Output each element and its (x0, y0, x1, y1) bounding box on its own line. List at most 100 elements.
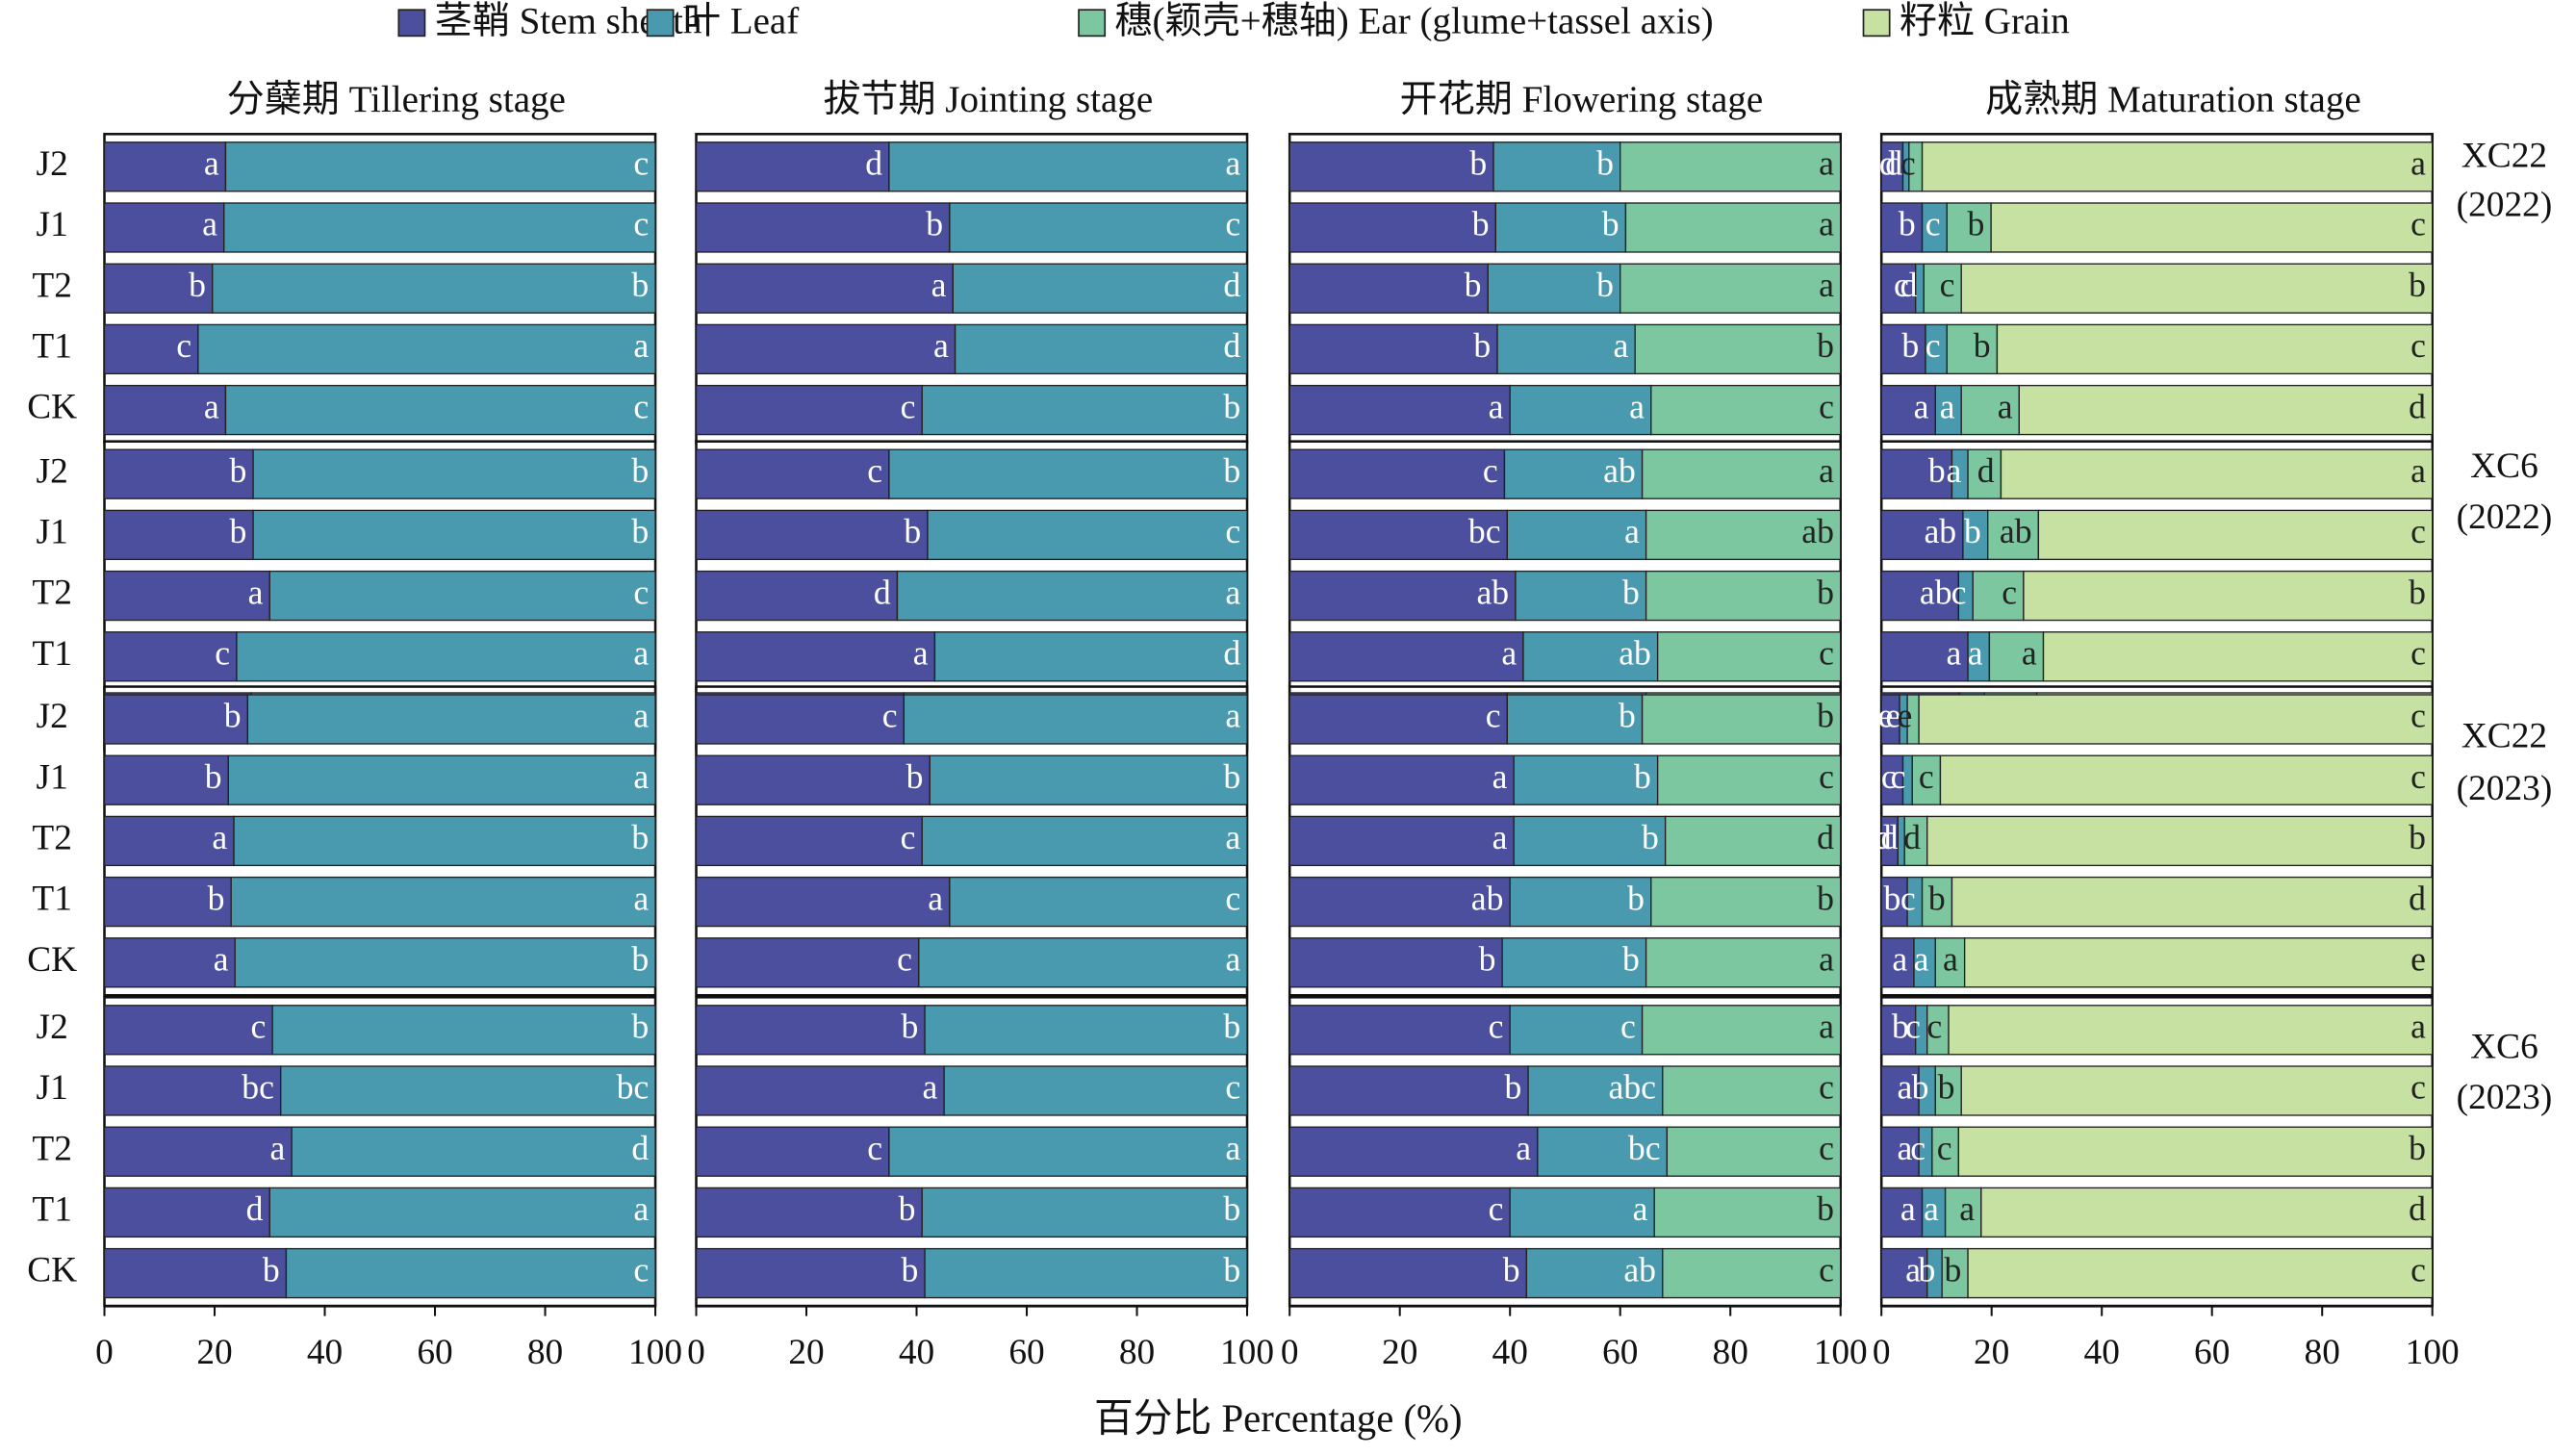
significance-letter: a (270, 1129, 286, 1167)
bar-segment (1494, 202, 1627, 253)
row-label: T2 (32, 266, 72, 305)
significance-letter: a (633, 697, 649, 735)
x-tick-label: 80 (527, 1333, 563, 1372)
significance-letter: a (633, 757, 649, 796)
significance-letter: a (2022, 633, 2037, 672)
row-label: J2 (37, 697, 68, 736)
significance-letter: a (1492, 757, 1508, 796)
significance-letter: a (212, 818, 227, 856)
bar-segment (695, 202, 951, 253)
row-label: T1 (32, 880, 72, 919)
bar-segment (1880, 1005, 1917, 1056)
significance-letter: c (1489, 1007, 1504, 1045)
significance-letter: b (1883, 879, 1900, 917)
significance-letter: ab (1801, 512, 1834, 550)
bar-segment (1506, 694, 1644, 745)
bar-segment (954, 323, 1248, 375)
bar-segment (1880, 1126, 1920, 1177)
significance-letter: b (1928, 451, 1946, 490)
significance-letter: b (2409, 818, 2426, 856)
significance-letter: b (631, 818, 649, 856)
significance-letter: e (2410, 939, 2426, 978)
bar-segment (1288, 384, 1511, 436)
significance-letter: c (867, 1129, 882, 1167)
bar-segment (1288, 141, 1494, 192)
bar-segment (103, 448, 254, 499)
bar-segment (1946, 323, 1999, 375)
bar-segment (1513, 754, 1659, 805)
bar-segment (2042, 631, 2434, 682)
legend-swatch (1862, 9, 1891, 38)
significance-letter: c (1819, 633, 1834, 672)
significance-letter: d (2409, 387, 2426, 425)
bar-segment (695, 876, 951, 928)
significance-letter: b (926, 205, 943, 243)
bar-segment (252, 448, 656, 499)
bar-segment (1931, 1126, 1960, 1177)
bar-segment (1662, 1247, 1842, 1299)
significance-letter: bc (1468, 512, 1501, 550)
significance-letter: b (208, 879, 225, 917)
bar-segment (1650, 876, 1842, 928)
significance-letter: a (1924, 1189, 1939, 1228)
x-axis-label: 百分比 Percentage (%) (1094, 1396, 1463, 1440)
bar-segment (291, 1126, 656, 1177)
significance-letter: c (2410, 1068, 2426, 1107)
bar-segment (103, 1187, 270, 1238)
x-tick-label: 20 (788, 1333, 824, 1372)
significance-letter: a (1819, 1007, 1834, 1045)
significance-letter: c (2410, 697, 2426, 735)
significance-letter: c (633, 1250, 649, 1289)
significance-letter: a (202, 205, 217, 243)
significance-letter: c (867, 451, 882, 490)
significance-letter: a (204, 387, 219, 425)
bar-segment (1911, 754, 1942, 805)
row-label: T2 (32, 1129, 72, 1168)
significance-letter: a (1900, 1189, 1916, 1228)
significance-letter: b (1223, 757, 1240, 796)
bar-segment (252, 509, 656, 561)
bar-segment (888, 141, 1248, 192)
x-tick-label: 100 (2406, 1333, 2460, 1372)
significance-letter: c (1926, 1007, 1942, 1045)
bar-segment (1972, 570, 2025, 622)
significance-letter: c (1919, 757, 1934, 796)
bar-segment (1960, 1065, 2434, 1116)
significance-letter: d (631, 1129, 649, 1167)
bar-segment (103, 263, 214, 314)
x-tick-label: 100 (628, 1333, 682, 1372)
group-year: (2022) (2457, 498, 2553, 537)
significance-letter: a (1819, 451, 1834, 490)
significance-letter: a (1968, 633, 1983, 672)
x-tick-label: 0 (1873, 1333, 1891, 1372)
panel-title: 开花期 Flowering stage (1400, 79, 1764, 120)
significance-letter: c (1891, 757, 1906, 796)
bar-segment (1641, 448, 1842, 499)
significance-letter: c (215, 633, 230, 672)
significance-letter: b (631, 266, 649, 304)
bar-segment (103, 937, 236, 988)
bar-segment (1921, 202, 1949, 253)
row-label: T1 (32, 326, 72, 366)
legend-label: 穗(颖壳+穗轴) Ear (glume+tassel axis) (1114, 0, 1713, 41)
significance-letter: c (1937, 1129, 1952, 1167)
significance-letter: a (931, 266, 947, 304)
bar-segment (1288, 1005, 1511, 1056)
panel-title: 成熟期 Maturation stage (1985, 79, 2361, 120)
bar-segment (1650, 384, 1842, 436)
significance-letter: b (631, 451, 649, 490)
bar-segment (224, 384, 656, 436)
significance-letter: a (248, 573, 264, 611)
bar-segment (1288, 694, 1509, 745)
bar-segment (1288, 1126, 1539, 1177)
significance-letter: c (2002, 573, 2017, 611)
bar-segment (1880, 202, 1924, 253)
significance-letter: b (1503, 1250, 1520, 1289)
row-label: J1 (37, 757, 68, 797)
significance-letter: ab (1619, 633, 1651, 672)
significance-letter: b (1919, 1250, 1936, 1289)
significance-letter: a (214, 939, 229, 978)
significance-letter: bc (242, 1068, 274, 1107)
bar-segment (1496, 323, 1636, 375)
bar-segment (103, 1126, 293, 1177)
